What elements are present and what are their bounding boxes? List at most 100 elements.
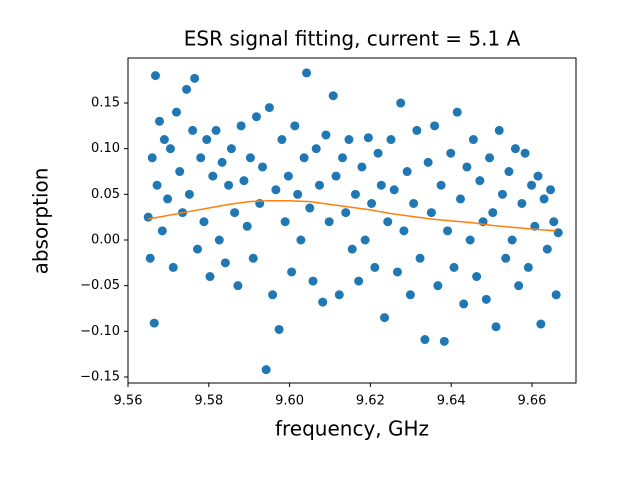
data-point xyxy=(347,244,357,254)
data-point xyxy=(341,208,351,218)
data-point xyxy=(446,148,456,158)
y-tick-label: 0.00 xyxy=(91,232,120,247)
data-point xyxy=(150,71,160,81)
data-point xyxy=(455,194,465,204)
data-point xyxy=(248,253,258,263)
data-point xyxy=(296,235,306,245)
data-point xyxy=(517,198,527,208)
data-point xyxy=(190,73,200,83)
data-point xyxy=(149,318,159,328)
data-point xyxy=(268,290,278,300)
data-point xyxy=(510,144,520,154)
data-point xyxy=(536,319,546,329)
data-point xyxy=(328,91,338,101)
data-point xyxy=(443,226,453,236)
data-point xyxy=(370,262,380,272)
data-point xyxy=(168,262,178,272)
data-point xyxy=(230,208,240,218)
data-point xyxy=(145,253,155,263)
data-point xyxy=(549,217,559,227)
data-point xyxy=(245,153,255,163)
data-point xyxy=(380,313,390,323)
data-point xyxy=(324,217,334,227)
data-point xyxy=(439,336,449,346)
chart-title: ESR signal fitting, current = 5.1 A xyxy=(184,27,521,51)
data-point xyxy=(542,244,552,254)
y-tick-label: 0.05 xyxy=(91,187,120,202)
data-point xyxy=(553,228,563,238)
data-point xyxy=(392,267,402,277)
data-point xyxy=(350,189,360,199)
data-point xyxy=(420,335,430,345)
y-tick-label: 0.15 xyxy=(91,96,120,111)
data-point xyxy=(546,185,556,195)
fit-line xyxy=(148,199,557,232)
data-point xyxy=(233,281,243,291)
data-point xyxy=(264,103,274,113)
data-point xyxy=(405,290,415,300)
data-point xyxy=(497,189,507,199)
data-point xyxy=(396,98,406,108)
data-point xyxy=(386,135,396,145)
data-point xyxy=(251,112,261,122)
data-point xyxy=(224,180,234,190)
data-point xyxy=(165,144,175,154)
data-point xyxy=(314,180,324,190)
data-point xyxy=(373,148,383,158)
data-point xyxy=(302,68,312,78)
y-tick-label: −0.15 xyxy=(80,369,120,384)
data-point xyxy=(311,144,321,154)
data-point xyxy=(354,276,364,286)
y-tick-label: −0.05 xyxy=(80,278,120,293)
data-point xyxy=(334,290,344,300)
y-tick-label: 0.10 xyxy=(91,141,120,156)
x-tick-label: 9.66 xyxy=(517,394,546,409)
data-point xyxy=(163,194,173,204)
data-point xyxy=(299,153,309,163)
y-tick-label: −0.10 xyxy=(80,324,120,339)
x-axis-label: frequency, GHz xyxy=(275,417,429,441)
data-point xyxy=(211,125,221,135)
data-point xyxy=(271,185,281,195)
data-point xyxy=(290,121,300,131)
data-point xyxy=(287,267,297,277)
data-point xyxy=(430,121,440,131)
data-point xyxy=(308,276,318,286)
data-point xyxy=(293,189,303,199)
data-point xyxy=(184,189,194,199)
data-point xyxy=(157,226,167,236)
data-point xyxy=(192,244,202,254)
data-point xyxy=(383,217,393,227)
x-tick-label: 9.64 xyxy=(437,394,466,409)
x-tick-label: 9.56 xyxy=(114,394,143,409)
data-point xyxy=(205,272,215,282)
x-tick-label: 9.60 xyxy=(275,394,304,409)
data-point xyxy=(475,176,485,186)
data-point xyxy=(367,198,377,208)
data-point xyxy=(305,203,315,213)
data-point xyxy=(520,148,530,158)
x-tick-label: 9.58 xyxy=(194,394,223,409)
data-point xyxy=(188,125,198,135)
data-point xyxy=(274,324,284,334)
data-point xyxy=(261,365,271,375)
data-point xyxy=(465,235,475,245)
data-point xyxy=(196,153,206,163)
data-point xyxy=(239,176,249,186)
data-point xyxy=(494,125,504,135)
data-point xyxy=(523,262,533,272)
data-point xyxy=(436,180,446,190)
data-point xyxy=(504,167,514,177)
data-point xyxy=(199,217,209,227)
data-point xyxy=(491,322,501,332)
data-point xyxy=(389,185,399,195)
data-point xyxy=(481,294,491,304)
data-point xyxy=(462,162,472,172)
data-point xyxy=(318,297,328,307)
data-point xyxy=(472,272,482,282)
data-point xyxy=(468,135,478,145)
data-point xyxy=(277,135,287,145)
